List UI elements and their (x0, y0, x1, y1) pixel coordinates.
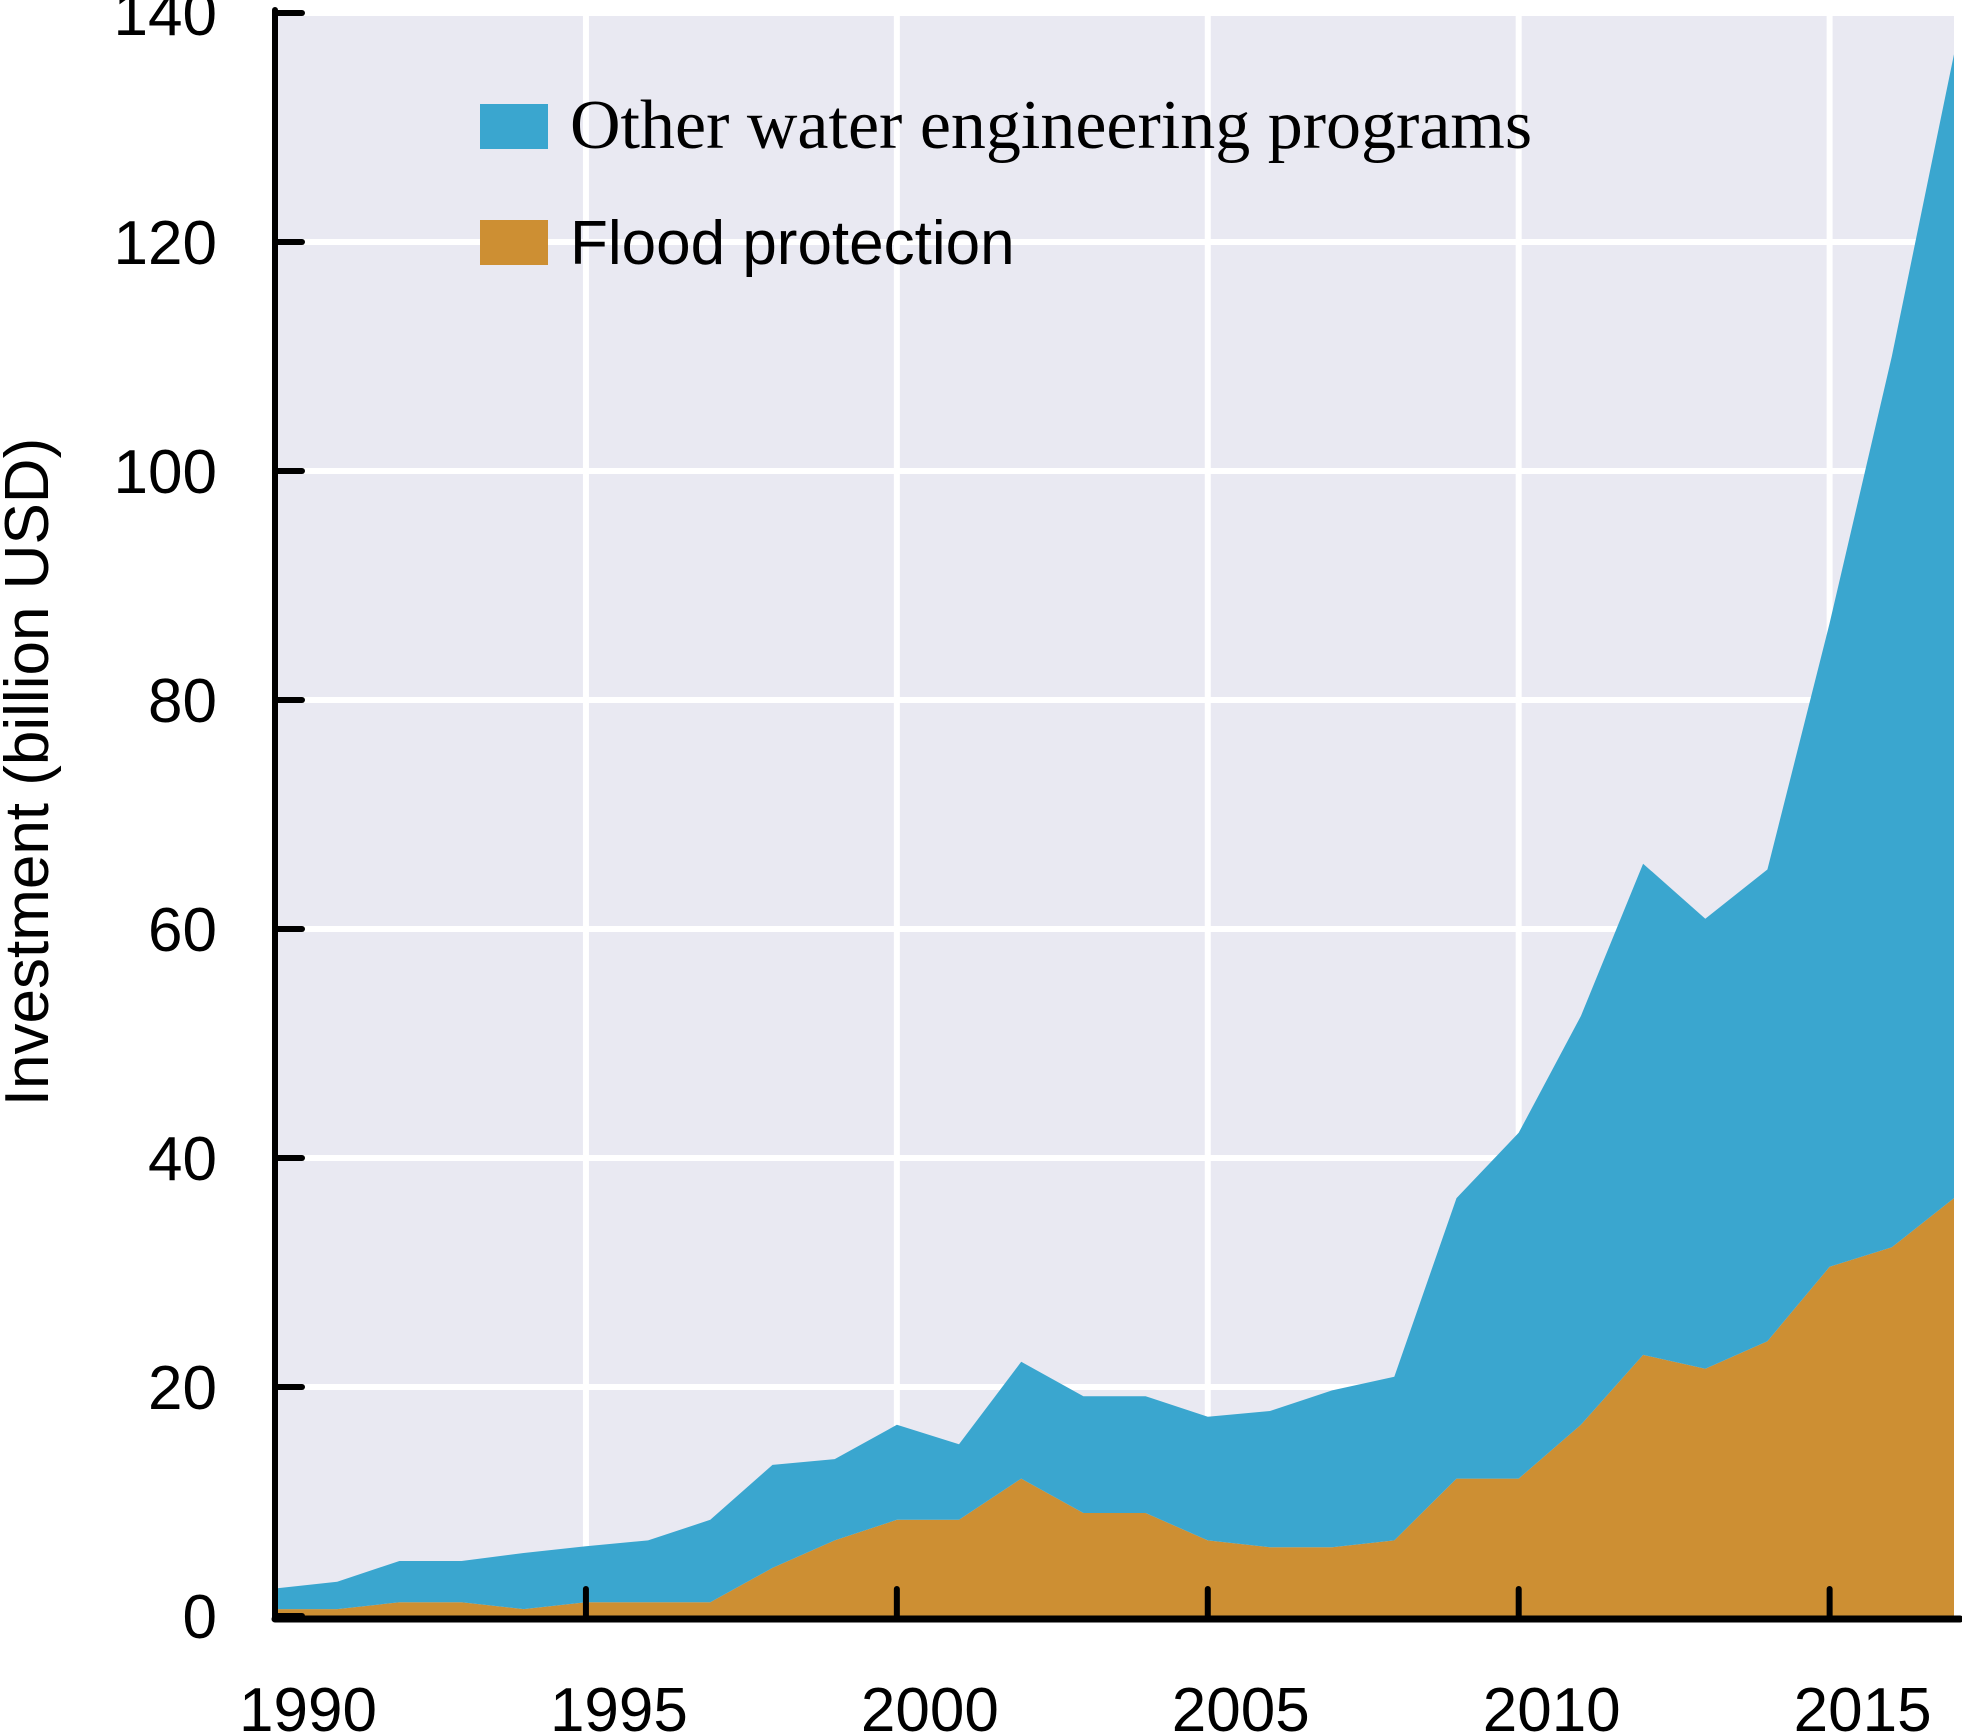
y-tick-label: 40 (148, 1125, 217, 1194)
y-tick-label: 120 (114, 209, 217, 278)
area-flood-protection (275, 1198, 1954, 1616)
x-axis-ticks: 1990 1995 2000 2005 2010 2015 (239, 1586, 1932, 1733)
y-tick-label: 0 (183, 1583, 217, 1652)
y-tick-label: 80 (148, 667, 217, 736)
y-tick-label: 20 (148, 1354, 217, 1423)
y-tick-label: 100 (114, 438, 217, 507)
x-tick-label: 2010 (1483, 1676, 1621, 1733)
legend: Other water engineering programs Flood p… (480, 87, 1532, 278)
legend-item-other-water[interactable]: Other water engineering programs (480, 87, 1532, 164)
legend-label-other-water: Other water engineering programs (570, 87, 1532, 164)
legend-swatch-other-water (480, 104, 548, 149)
x-tick-label: 2000 (861, 1676, 999, 1733)
legend-item-flood-protection[interactable]: Flood protection (480, 209, 1015, 278)
axes (271, 7, 1962, 1623)
y-axis-ticks: 0 20 40 60 80 100 120 140 (114, 0, 305, 1652)
y-axis-title: Investment (billion USD) (0, 438, 62, 1106)
y-tick-label: 140 (114, 0, 217, 49)
x-tick-label: 1995 (550, 1676, 688, 1733)
legend-swatch-flood-protection (480, 220, 548, 265)
x-tick-label: 2015 (1794, 1676, 1932, 1733)
stacked-areas (275, 54, 1954, 1616)
x-tick-label: 2005 (1172, 1676, 1310, 1733)
y-tick-label: 60 (148, 896, 217, 965)
legend-label-flood-protection: Flood protection (570, 209, 1015, 278)
x-tick-label: 1990 (239, 1676, 377, 1733)
area-other-water-engineering-programs (275, 54, 1954, 1610)
